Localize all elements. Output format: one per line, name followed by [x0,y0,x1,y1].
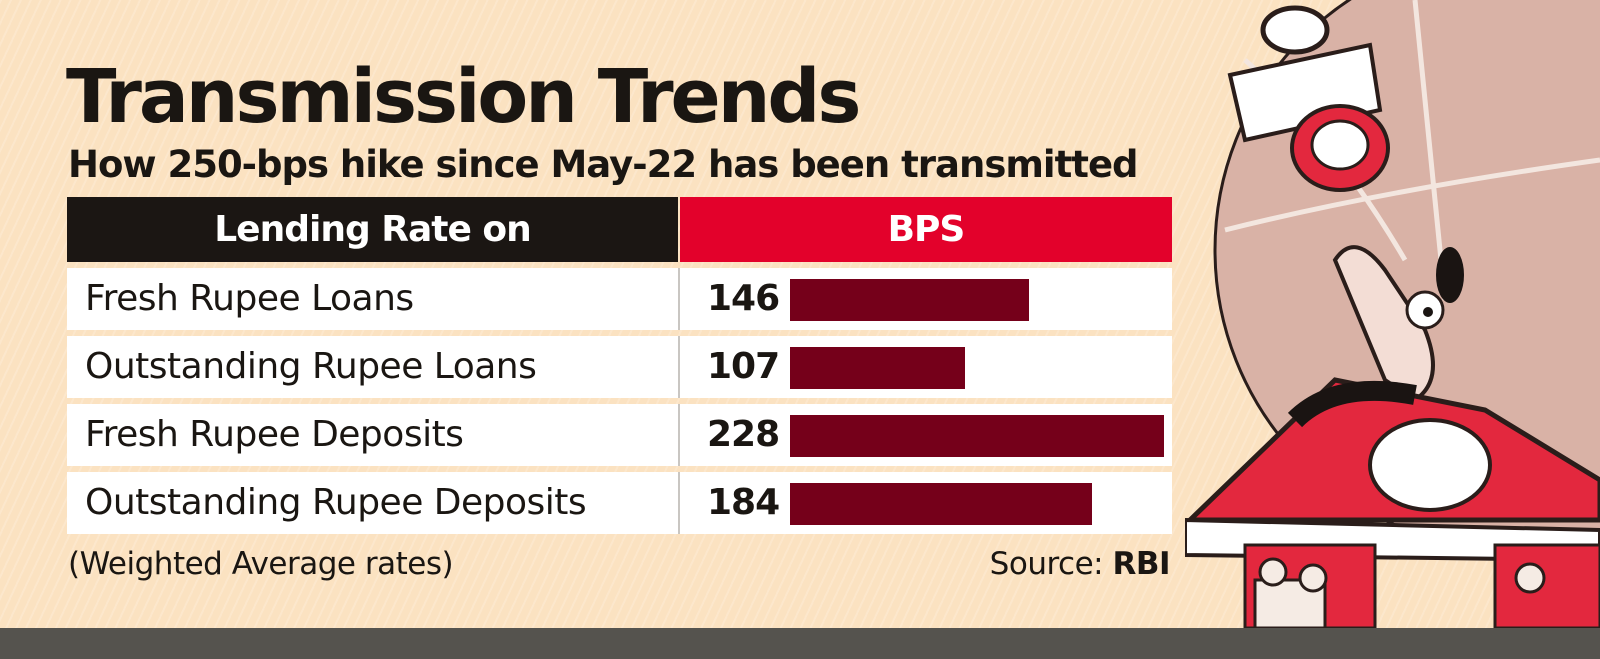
bar-0 [790,279,1030,321]
column-divider [678,336,680,398]
header-bps: BPS [680,197,1172,262]
chart-subtitle: How 250-bps hike since May-22 has been t… [68,143,1139,186]
value-label: 107 [707,346,780,387]
table-row: Outstanding Rupee Deposits 184 [67,472,1172,534]
source-name: RBI [1112,546,1170,582]
row-label: Fresh Rupee Deposits [85,414,464,455]
bar-3 [790,483,1092,525]
rbi-building-illustration [1185,0,1600,628]
column-divider [678,472,680,534]
table-row: Fresh Rupee Deposits 228 [67,404,1172,466]
table-row: Outstanding Rupee Loans 107 [67,336,1172,398]
footnote: (Weighted Average rates) [68,546,454,582]
column-divider [678,268,680,330]
table-row: Fresh Rupee Loans 146 [67,268,1172,330]
source-label: Source: [989,546,1104,582]
value-label: 228 [707,414,780,455]
value-label: 146 [707,278,780,319]
column-divider [678,404,680,466]
chart-title: Transmission Trends [66,54,861,140]
header-lending-rate: Lending Rate on [67,197,678,262]
bar-1 [790,347,966,389]
value-label: 184 [707,482,780,523]
source-credit: Source: RBI [989,546,1171,582]
row-label: Outstanding Rupee Loans [85,346,537,387]
row-label: Fresh Rupee Loans [85,278,414,319]
footer-bar [0,628,1600,659]
bar-2 [790,415,1164,457]
row-label: Outstanding Rupee Deposits [85,482,587,523]
